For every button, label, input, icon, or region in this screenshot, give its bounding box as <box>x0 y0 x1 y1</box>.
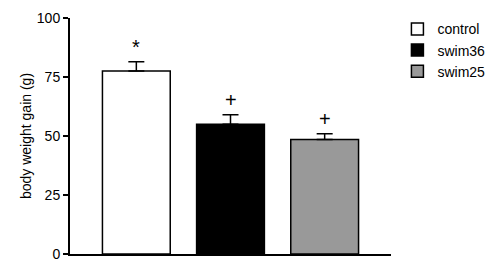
svg-text:+: + <box>319 108 331 130</box>
svg-text:100: 100 <box>37 10 61 26</box>
svg-text:25: 25 <box>45 187 61 203</box>
svg-text:*: * <box>132 36 140 58</box>
svg-text:control: control <box>437 21 479 37</box>
svg-text:swim25: swim25 <box>437 64 485 80</box>
svg-text:0: 0 <box>52 246 60 262</box>
svg-text:50: 50 <box>45 128 61 144</box>
svg-text:body weight gain (g): body weight gain (g) <box>18 73 34 199</box>
svg-text:swim36: swim36 <box>437 43 485 59</box>
svg-text:+: + <box>225 89 237 111</box>
svg-text:75: 75 <box>45 69 61 85</box>
